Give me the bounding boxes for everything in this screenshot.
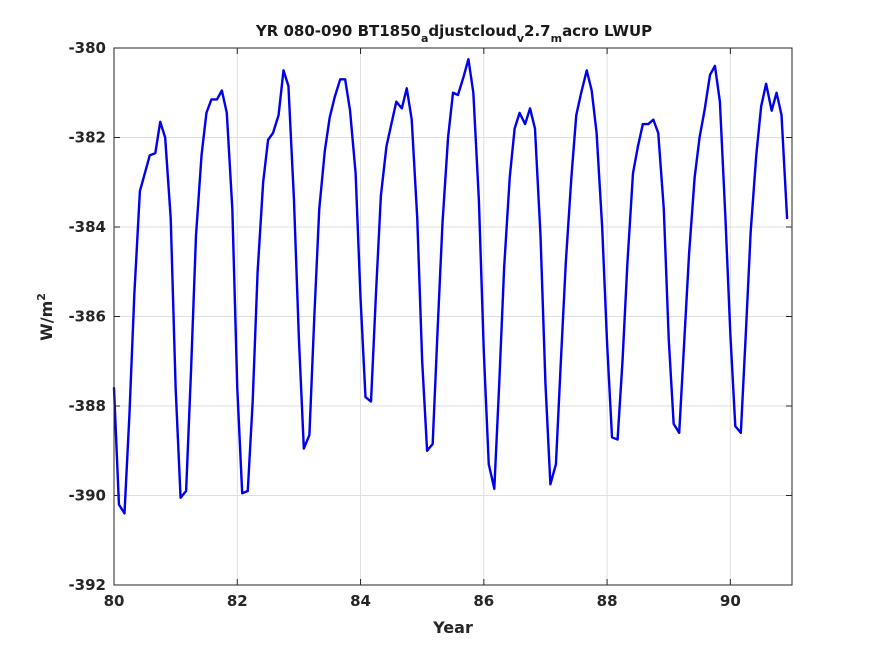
title-sub-1: a [421, 32, 428, 45]
y-tick-label: -380 [68, 39, 106, 57]
x-tick-label: 90 [720, 592, 741, 610]
x-tick-label: 86 [473, 592, 494, 610]
x-tick-label: 84 [350, 592, 371, 610]
title-part-2: djustcloud [428, 22, 516, 40]
title-sub-3: m [551, 32, 562, 45]
series-line [112, 57, 789, 515]
title-sub-2: v [517, 32, 525, 45]
y-tick-label: -386 [68, 308, 106, 326]
title-part-3: 2.7 [524, 22, 551, 40]
y-tick-label: -384 [68, 218, 106, 236]
y-axis-label: W/m2 [35, 293, 56, 341]
x-tick-label: 82 [227, 592, 248, 610]
y-tick-label: -388 [68, 397, 106, 415]
x-tick-label: 80 [104, 592, 125, 610]
title-part-1: YR 080-090 BT1850 [255, 22, 421, 40]
series-layer [112, 57, 789, 515]
y-tick-label: -390 [68, 487, 106, 505]
y-axis-label-base: W/m [37, 301, 56, 341]
x-axis-label: Year [432, 618, 473, 637]
x-axis-ticks: 80 82 84 86 88 90 [104, 48, 741, 610]
y-tick-label: -382 [68, 129, 106, 147]
title-part-4: acro LWUP [562, 22, 652, 40]
x-tick-label: 88 [597, 592, 618, 610]
chart-title: YR 080-090 BT1850adjustcloudv2.7macro LW… [255, 22, 652, 45]
y-tick-label: -392 [68, 576, 106, 594]
y-axis-ticks: -392 -390 -388 -386 -384 -382 -380 [68, 39, 792, 594]
y-axis-label-sup: 2 [35, 293, 48, 301]
